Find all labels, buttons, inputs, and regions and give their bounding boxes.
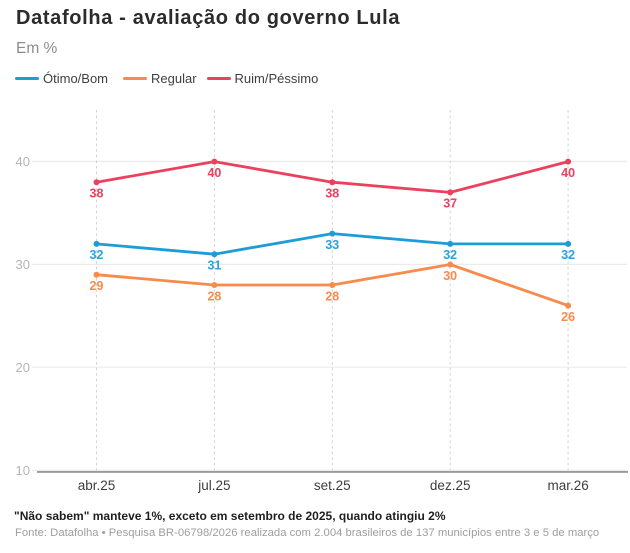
svg-text:abr.25: abr.25 — [78, 478, 116, 493]
svg-text:32: 32 — [90, 248, 104, 262]
svg-text:32: 32 — [561, 248, 575, 262]
svg-text:38: 38 — [325, 187, 339, 201]
svg-text:40: 40 — [207, 166, 221, 180]
svg-text:28: 28 — [207, 289, 221, 303]
svg-text:38: 38 — [90, 187, 104, 201]
svg-text:40: 40 — [561, 166, 575, 180]
svg-text:mar.26: mar.26 — [547, 478, 588, 493]
svg-text:33: 33 — [325, 238, 339, 252]
svg-text:37: 37 — [443, 197, 457, 211]
svg-text:31: 31 — [207, 259, 221, 273]
svg-text:20: 20 — [16, 360, 30, 375]
svg-text:30: 30 — [16, 257, 30, 272]
svg-text:jul.25: jul.25 — [197, 478, 230, 493]
svg-text:40: 40 — [16, 154, 30, 169]
svg-text:28: 28 — [325, 289, 339, 303]
svg-text:29: 29 — [90, 279, 104, 293]
svg-text:dez.25: dez.25 — [430, 478, 471, 493]
svg-text:30: 30 — [443, 269, 457, 283]
svg-text:26: 26 — [561, 310, 575, 324]
svg-text:10: 10 — [16, 463, 30, 478]
svg-text:set.25: set.25 — [314, 478, 351, 493]
svg-text:32: 32 — [443, 248, 457, 262]
